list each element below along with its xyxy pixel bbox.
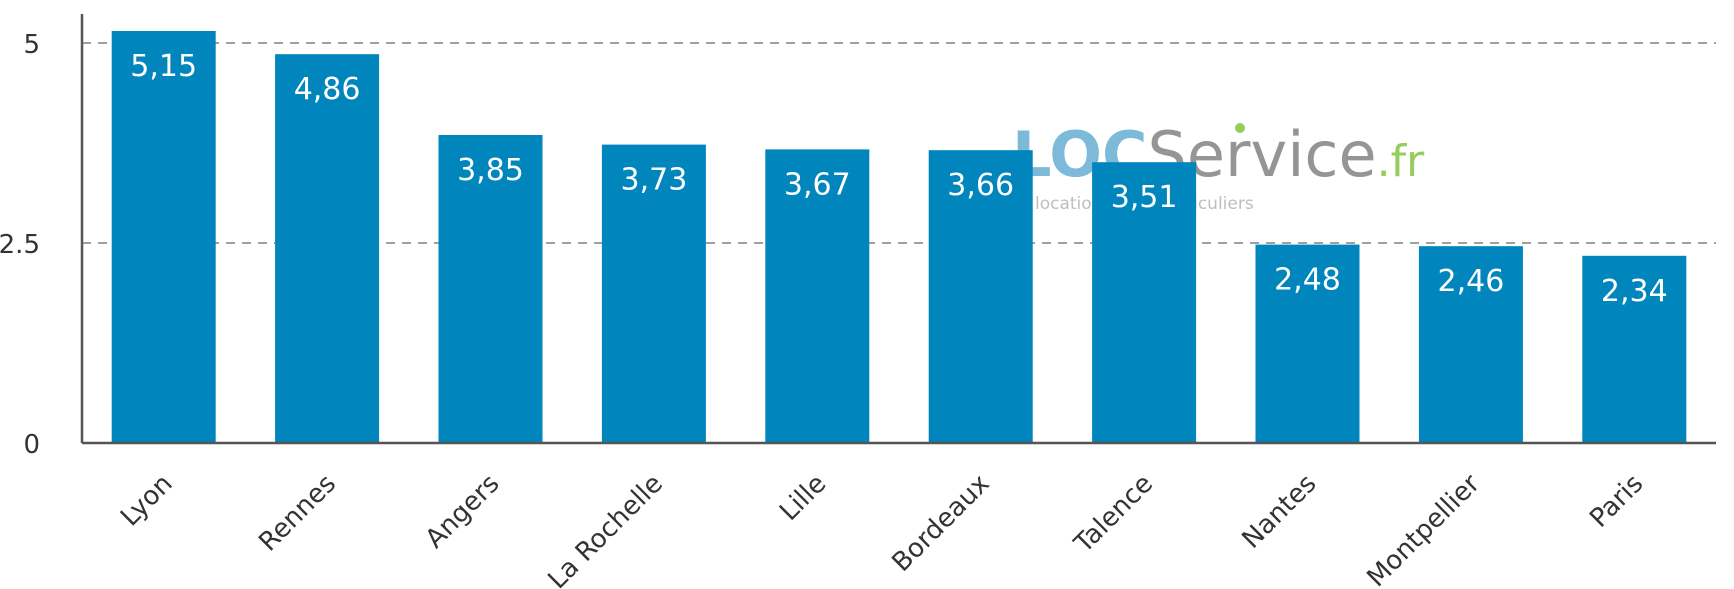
x-tick-label: Bordeaux [887,469,996,578]
bar [1092,162,1197,443]
bar-value-label: 3,85 [457,153,524,188]
y-tick-label: 2.5 [0,230,40,260]
bar [1255,244,1360,443]
svg-text:LOCService.fr: LOCService.fr [1012,118,1425,191]
value-labels: 5,15 4,86 3,85 3,73 3,67 3,66 3,51 2,48 2,46 2,34 [130,49,1667,309]
y-tick-label: 0 [23,430,40,460]
bar-value-label: 3,51 [1111,180,1178,215]
bar-value-label: 3,73 [621,163,688,198]
x-tick-label: Angers [420,469,506,555]
bar [438,135,543,443]
bar [1418,246,1523,443]
x-category-labels: Lyon Rennes Angers La Rochelle Lille Bordeaux… [115,469,1649,589]
bar-value-label: 2,46 [1438,264,1505,299]
bar [1582,255,1687,443]
axes [80,14,1716,445]
x-tick-label: Rennes [253,469,342,558]
bar-value-label: 5,15 [130,49,197,84]
x-tick-label: Montpellier [1361,469,1486,589]
y-tick-label: 5 [23,30,40,60]
bar-value-label: 2,34 [1601,274,1668,309]
watermark-tld: .fr [1377,136,1425,187]
bar [111,31,216,443]
x-tick-label: Talence [1068,469,1159,560]
x-tick-label: Paris [1584,469,1649,534]
bar [601,144,706,443]
y-tick-labels: 02.55 [0,30,40,460]
bar [275,54,380,443]
bar-value-label: 3,66 [947,168,1014,203]
watermark-logo: LOCService.fr location entre particulier… [1012,118,1425,214]
x-tick-label: Lille [774,469,832,527]
bar-value-label: 4,86 [294,72,361,107]
watermark-dot [1235,123,1245,133]
bars [111,31,1687,443]
x-tick-label: La Rochelle [542,469,668,589]
bar [765,149,870,443]
x-tick-label: Nantes [1236,469,1322,555]
bar [928,150,1033,443]
bar-value-label: 3,67 [784,167,851,202]
bar-value-label: 2,48 [1274,263,1341,298]
x-tick-label: Lyon [115,469,179,533]
